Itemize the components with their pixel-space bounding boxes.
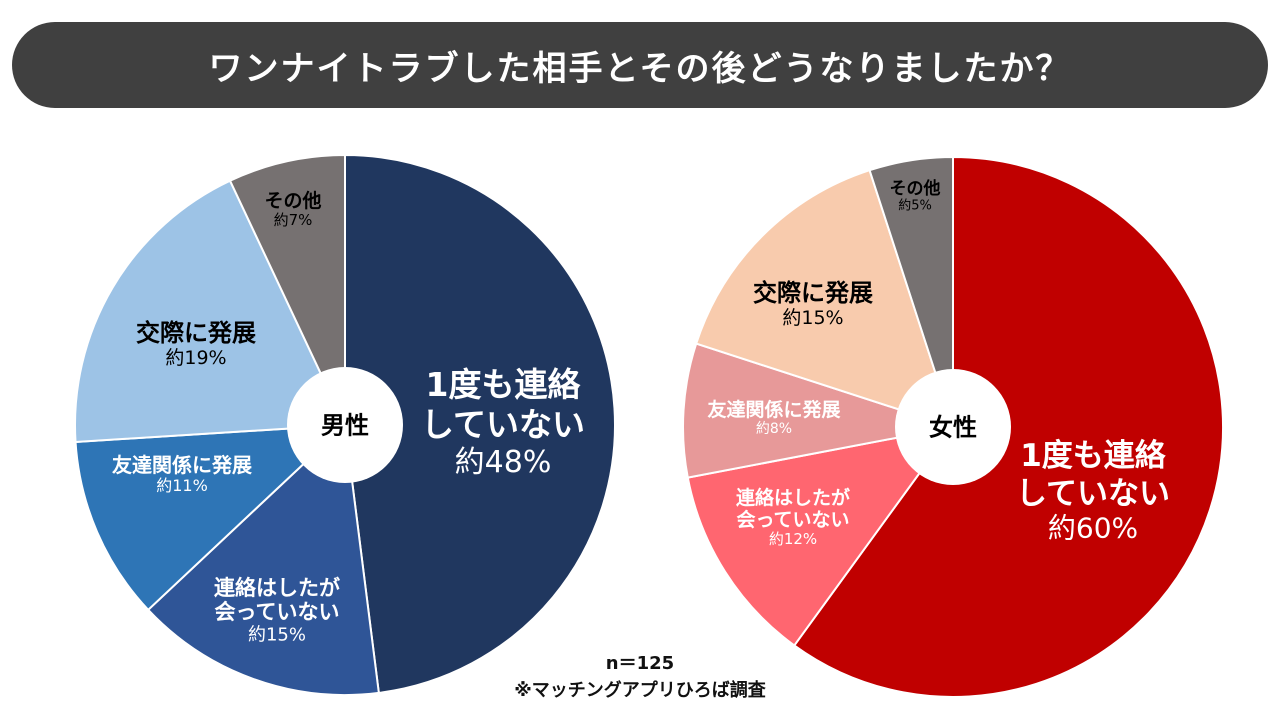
slice-label: 友達関係に発展 [707, 398, 840, 421]
slice-label: 連絡はしたが [214, 576, 340, 600]
slice-label: その他 [264, 189, 321, 212]
pie-center-hole [895, 369, 1011, 485]
slice-label: していない [1016, 476, 1170, 512]
pie-slice [74, 423, 348, 612]
slice-label: 会っていない [736, 508, 849, 531]
slice-label: 1度も連絡 [426, 365, 582, 404]
slice-percent-label: 約48% [455, 445, 552, 480]
slice-label: していない [421, 405, 585, 444]
pie-center-label: 女性 [929, 414, 977, 442]
pie-slice [868, 155, 954, 428]
pie-slice [344, 153, 616, 694]
slice-percent-label: 約5% [898, 199, 932, 214]
pie-slice [686, 425, 956, 647]
slice-percent-label: 約7% [274, 211, 313, 229]
slice-label: その他 [890, 178, 941, 199]
source-note: ※マッチングアプリひろば調査 [514, 680, 766, 701]
pie-slice [74, 179, 347, 444]
pie-male [74, 153, 616, 696]
pie-slice [228, 153, 346, 426]
pie-slice [694, 168, 955, 429]
sample-size: n＝125 [605, 653, 675, 674]
slice-percent-label: 約11% [156, 476, 208, 495]
chart-title: ワンナイトラブした相手とその後どうなりましたか？ [208, 48, 1072, 89]
pie-slice [146, 422, 380, 696]
slice-percent-label: 約15% [782, 307, 843, 329]
slice-label: 交際に発展 [753, 279, 873, 307]
slice-percent-label: 約12% [769, 530, 817, 548]
title-bar: ワンナイトラブした相手とその後どうなりましたか？ [12, 22, 1268, 108]
pie-slice [682, 342, 954, 479]
pie-center-hole [287, 367, 403, 483]
slice-label: 交際に発展 [136, 319, 256, 347]
slice-label: 会っていない [215, 600, 340, 624]
slice-percent-label: 約60% [1048, 512, 1138, 545]
slice-percent-label: 約8% [756, 421, 792, 437]
pie-center-label: 男性 [321, 412, 369, 440]
slice-label: 1度も連絡 [1020, 438, 1167, 474]
footer: n＝125 ※マッチングアプリひろば調査 [440, 650, 840, 704]
slice-label: 連絡はしたが [736, 486, 850, 509]
slice-percent-label: 約15% [248, 625, 306, 646]
slice-percent-label: 約19% [165, 347, 226, 369]
slice-label: 友達関係に発展 [112, 453, 252, 477]
